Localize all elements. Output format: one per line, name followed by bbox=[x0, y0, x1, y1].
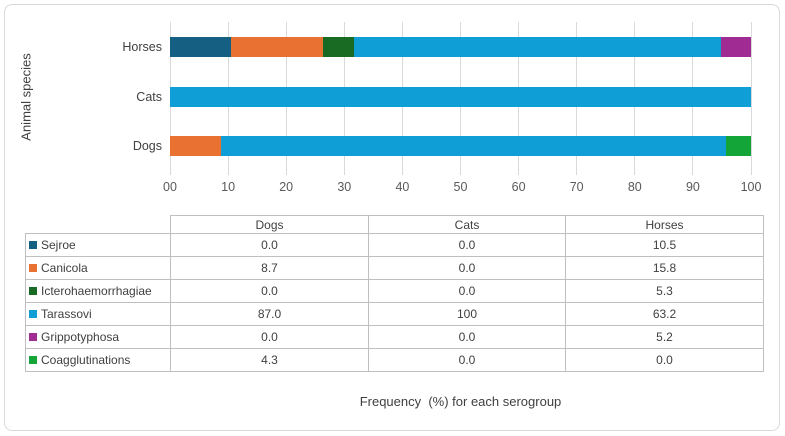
table-value-cell: 5.2 bbox=[565, 325, 764, 349]
table-value-cell: 0.0 bbox=[565, 348, 764, 372]
table-row-label: Grippotyphosa bbox=[25, 325, 171, 349]
table-value-cell: 0.0 bbox=[170, 233, 369, 257]
x-tick-label: 20 bbox=[279, 180, 294, 194]
table-body: Sejroe 0.0 0.0 10.5 Canicola 8.7 0.0 15.8 Ictero… bbox=[25, 233, 764, 372]
bar-segment-sejroe bbox=[170, 36, 231, 57]
table-value-cell: 0.0 bbox=[170, 279, 369, 303]
frequency-table: Dogs Cats Horses Sejroe 0.0 0.0 10.5 Canicola 8… bbox=[25, 215, 764, 372]
table-row: Grippotyphosa 0.0 0.0 5.2 bbox=[25, 325, 764, 349]
category-label: Horses bbox=[122, 39, 162, 54]
table-value-cell: 10.5 bbox=[565, 233, 764, 257]
table-column-header: Cats bbox=[368, 215, 566, 234]
legend-swatch-icon bbox=[29, 333, 37, 341]
figure-border bbox=[4, 4, 780, 431]
table-row-label: Sejroe bbox=[25, 233, 171, 257]
x-tick-label: 10 bbox=[221, 180, 236, 194]
table-row-label: Coagglutinations bbox=[25, 348, 171, 372]
gridline bbox=[750, 22, 752, 175]
table-value-cell: 5.3 bbox=[565, 279, 764, 303]
x-tick-label: 50 bbox=[453, 180, 468, 194]
x-axis-title: Frequency (%) for each serogroup bbox=[359, 394, 562, 409]
table-value-cell: 8.7 bbox=[170, 256, 369, 280]
legend-swatch-icon bbox=[29, 264, 37, 272]
table-row: Tarassovi 87.0 100 63.2 bbox=[25, 302, 764, 326]
bar-segment-coagglutinations bbox=[726, 136, 751, 157]
bar-segment-tarassovi bbox=[170, 86, 751, 107]
legend-swatch-icon bbox=[29, 287, 37, 295]
x-tick-label: 00 bbox=[163, 180, 177, 194]
y-axis-title-text: Animal species bbox=[18, 52, 34, 141]
table-header: Dogs Cats Horses bbox=[26, 215, 764, 234]
bar-segment-tarassovi bbox=[220, 136, 727, 157]
table-value-cell: 0.0 bbox=[368, 233, 566, 257]
table-value-cell: 0.0 bbox=[368, 279, 566, 303]
bar-horses bbox=[170, 36, 751, 57]
table-header-blank-cell bbox=[26, 216, 171, 234]
bar-segment-icterohaemorrhagiae bbox=[322, 36, 354, 57]
x-tick-label: 100 bbox=[740, 180, 762, 194]
x-tick-label: 30 bbox=[337, 180, 352, 194]
table-row-label: Icterohaemorrhagiae bbox=[25, 279, 171, 303]
legend-swatch-icon bbox=[29, 241, 37, 249]
category-labels: Horses Cats Dogs bbox=[55, 22, 162, 171]
table-row-label: Canicola bbox=[25, 256, 171, 280]
x-tick-label: 40 bbox=[395, 180, 410, 194]
y-axis-title: Animal species bbox=[12, 22, 40, 171]
table-row-label: Tarassovi bbox=[25, 302, 171, 326]
bar-segment-tarassovi bbox=[353, 36, 721, 57]
bar-segment-canicola bbox=[231, 36, 323, 57]
table-value-cell: 4.3 bbox=[170, 348, 369, 372]
x-tick-label: 80 bbox=[627, 180, 642, 194]
table-row: Coagglutinations 4.3 0.0 0.0 bbox=[25, 348, 764, 372]
x-tick-label: 70 bbox=[569, 180, 584, 194]
table-value-cell: 15.8 bbox=[565, 256, 764, 280]
table-row: Icterohaemorrhagiae 0.0 0.0 5.3 bbox=[25, 279, 764, 303]
table-row: Sejroe 0.0 0.0 10.5 bbox=[25, 233, 764, 257]
bar-dogs bbox=[170, 136, 751, 157]
x-tick-label: 60 bbox=[511, 180, 526, 194]
legend-swatch-icon bbox=[29, 356, 37, 364]
category-label: Cats bbox=[136, 89, 162, 104]
table-value-cell: 63.2 bbox=[565, 302, 764, 326]
table-value-cell: 0.0 bbox=[368, 348, 566, 372]
bar-segment-grippotyphosa bbox=[720, 36, 751, 57]
table-value-cell: 100 bbox=[368, 302, 566, 326]
bar-segment-canicola bbox=[170, 136, 221, 157]
table-column-header: Dogs bbox=[170, 215, 369, 234]
table-value-cell: 0.0 bbox=[170, 325, 369, 349]
table-value-cell: 0.0 bbox=[368, 325, 566, 349]
table-value-cell: 0.0 bbox=[368, 256, 566, 280]
legend-swatch-icon bbox=[29, 310, 37, 318]
x-tick-label: 90 bbox=[685, 180, 700, 194]
plot-area bbox=[169, 22, 752, 175]
table-row: Canicola 8.7 0.0 15.8 bbox=[25, 256, 764, 280]
category-label: Dogs bbox=[132, 139, 162, 154]
bar-cats bbox=[170, 86, 751, 107]
x-axis-ticks: 00 10 20 30 40 50 60 70 80 90 100 bbox=[163, 180, 761, 196]
table-value-cell: 87.0 bbox=[170, 302, 369, 326]
table-header-row: Dogs Cats Horses bbox=[26, 215, 764, 234]
table-column-header: Horses bbox=[565, 215, 764, 234]
